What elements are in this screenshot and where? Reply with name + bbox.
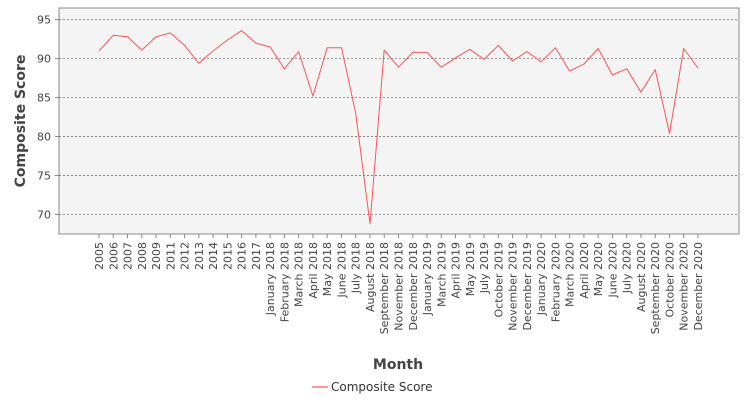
y-tick-label: 95 <box>37 14 51 27</box>
x-tick-label: April 2020 <box>578 242 591 299</box>
x-tick-label: January 2019 <box>421 242 434 316</box>
x-tick-label: March 2020 <box>564 242 577 307</box>
x-tick-label: 2009 <box>150 242 163 270</box>
series-lines <box>98 30 699 225</box>
x-tick-label: February 2020 <box>549 242 562 322</box>
legend-label: Composite Score <box>331 380 432 394</box>
x-tick-label: April 2019 <box>450 242 463 299</box>
x-tick-label: December 2018 <box>407 242 420 331</box>
x-tick-label: June 2018 <box>335 242 348 298</box>
x-tick-label: October 2019 <box>492 242 505 318</box>
x-tick-label: November 2019 <box>507 242 520 331</box>
x-tick-label: 2006 <box>107 242 120 270</box>
y-axis: 70 75 80 85 90 95 <box>37 14 59 222</box>
y-tick-label: 70 <box>37 209 51 222</box>
y-tick-label: 80 <box>37 131 51 144</box>
x-tick-label: August 2020 <box>635 242 648 312</box>
legend: Composite Score <box>312 380 432 394</box>
x-tick-label: September 2018 <box>378 242 391 334</box>
x-tick-label: May 2020 <box>592 242 605 296</box>
y-axis-title: Composite Score <box>13 55 29 188</box>
x-tick-label: 2013 <box>193 242 206 270</box>
x-axis: 2005 2006 2007 2008 2009 2011 2012 2013 2014 2015… <box>93 234 705 334</box>
x-tick-label: 2005 <box>93 242 106 270</box>
x-tick-label: March 2019 <box>435 242 448 307</box>
x-tick-label: 2017 <box>250 242 263 270</box>
x-tick-label: April 2018 <box>307 242 320 299</box>
x-tick-label: November 2018 <box>393 242 406 331</box>
x-tick-label: February 2018 <box>278 242 291 322</box>
x-tick-label: July 2019 <box>478 242 491 294</box>
x-tick-label: June 2020 <box>606 242 619 298</box>
x-axis-title: Month <box>373 357 423 373</box>
plot-area <box>58 7 740 235</box>
x-tick-label: May 2019 <box>464 242 477 296</box>
x-tick-label: January 2020 <box>535 242 548 316</box>
x-tick-label: July 2020 <box>621 242 634 294</box>
x-tick-label: August 2018 <box>364 242 377 312</box>
y-tick-label: 85 <box>37 92 51 105</box>
x-tick-label: May 2018 <box>321 242 334 296</box>
x-tick-label: December 2020 <box>692 242 705 331</box>
x-tick-label: November 2020 <box>678 242 691 331</box>
series-line <box>98 30 699 225</box>
x-tick-label: September 2020 <box>649 242 662 334</box>
grid-lines <box>59 19 739 215</box>
x-tick-label: 2007 <box>122 242 135 270</box>
x-tick-label: December 2019 <box>521 242 534 331</box>
y-tick-label: 75 <box>37 170 51 183</box>
y-tick-label: 90 <box>37 53 51 66</box>
x-tick-label: 2011 <box>164 242 177 270</box>
x-tick-label: October 2020 <box>663 242 676 318</box>
x-tick-label: January 2018 <box>264 242 277 316</box>
x-tick-label: 2014 <box>207 242 220 270</box>
x-tick-label: July 2018 <box>350 242 363 294</box>
x-tick-label: March 2018 <box>293 242 306 307</box>
x-tick-label: 2012 <box>179 242 192 270</box>
x-tick-label: 2015 <box>221 242 234 270</box>
x-tick-label: 2016 <box>236 242 249 270</box>
x-tick-label: 2008 <box>136 242 149 270</box>
